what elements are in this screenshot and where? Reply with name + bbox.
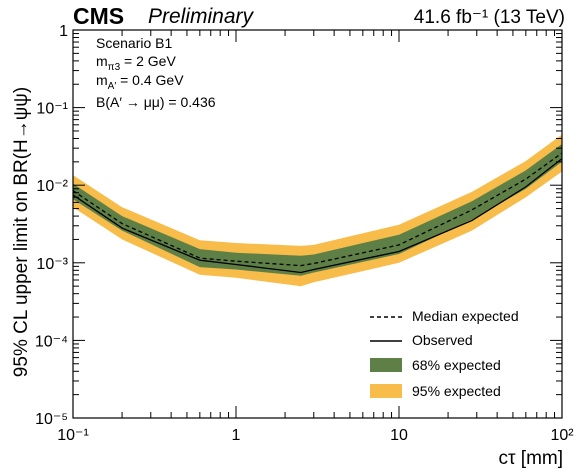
- mass-a-value: = 0.4 GeV: [120, 72, 184, 88]
- observed-line: [72, 158, 563, 274]
- x-tick-label: 1: [232, 427, 241, 444]
- luminosity-label: 41.6 fb⁻¹ (13 TeV): [413, 7, 565, 28]
- legend-median-label: Median expected: [412, 308, 519, 324]
- y-tick-label: 10⁻³: [36, 256, 68, 273]
- mass-pi3-label: mπ3 = 2 GeV: [96, 53, 176, 73]
- legend-band95-symbol: [370, 384, 402, 398]
- median-expected-line: [72, 152, 563, 267]
- legend-band68-symbol: [370, 358, 402, 372]
- x-tick-label: 10⁻¹: [57, 427, 89, 444]
- plot-frame: [72, 29, 563, 419]
- branching-ratio-label: B(A′ → μμ) = 0.436: [96, 94, 216, 110]
- y-axis-label: 95% CL upper limit on BR(H→ψψ): [11, 86, 32, 378]
- y-tick-label: 10⁻⁵: [35, 411, 68, 428]
- y-tick-label: 10⁻¹: [36, 101, 68, 118]
- legend-band68-label: 68% expected: [412, 357, 501, 373]
- experiment-label: CMS: [73, 3, 125, 29]
- legend-observed-label: Observed: [412, 332, 473, 348]
- y-tick-label: 10⁻⁴: [35, 333, 68, 350]
- x-tick-label: 10: [390, 427, 408, 444]
- band-68-expected: [73, 144, 562, 276]
- x-axis-label: cτ [mm]: [498, 448, 564, 469]
- legend-median-symbol: [370, 316, 402, 318]
- mass-pi3-value: = 2 GeV: [124, 53, 176, 69]
- x-tick-label: 10²: [550, 427, 574, 444]
- y-tick-label: 1: [59, 23, 68, 40]
- scenario-label: Scenario B1: [96, 35, 173, 51]
- legend-band95-label: 95% expected: [412, 383, 501, 399]
- y-tick-label: 10⁻²: [36, 178, 68, 195]
- mass-a-label: mA′ = 0.4 GeV: [96, 72, 184, 92]
- legend-observed-symbol: [370, 340, 402, 342]
- status-label: Preliminary: [148, 5, 254, 28]
